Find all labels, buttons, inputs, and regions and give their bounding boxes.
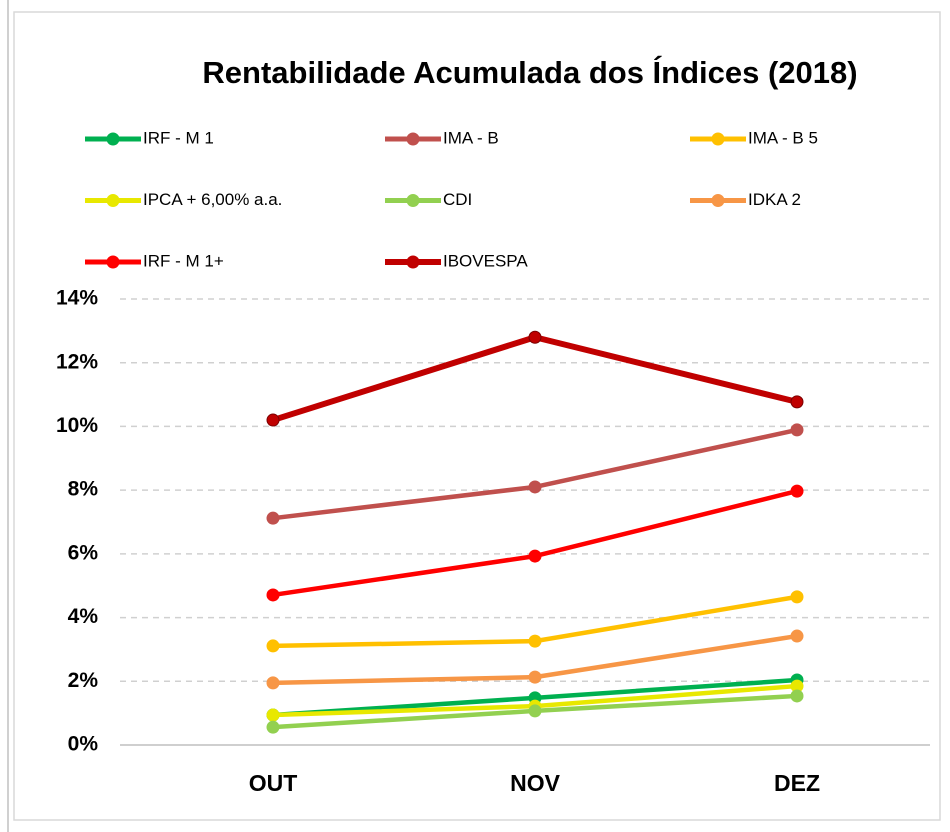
legend-marker (106, 194, 120, 207)
data-point (266, 588, 280, 602)
legend-marker (106, 132, 120, 146)
data-point (266, 639, 280, 653)
legend-marker (406, 132, 420, 146)
legend-marker (711, 194, 725, 207)
data-point (266, 708, 280, 722)
data-point (528, 634, 542, 648)
legend-label: IMA - B 5 (748, 128, 818, 147)
data-point (266, 720, 280, 734)
data-point (528, 549, 542, 563)
y-tick-label: 2% (68, 669, 99, 692)
y-tick-label: 6% (68, 541, 99, 564)
legend-marker (406, 255, 420, 269)
legend-label: IBOVESPA (443, 251, 528, 270)
data-point (266, 676, 280, 690)
chart-border (13, 11, 941, 821)
y-tick-label: 14% (56, 287, 98, 310)
data-point (790, 689, 804, 703)
y-tick-label: 8% (68, 478, 99, 501)
data-point (528, 480, 542, 494)
chart-title: Rentabilidade Acumulada dos Índices (201… (202, 55, 857, 90)
legend-label: IPCA + 6,00% a.a. (143, 190, 282, 209)
legend-label: CDI (443, 190, 472, 209)
data-point (790, 590, 804, 604)
data-point (790, 629, 804, 643)
legend-label: IRF - M 1 (143, 128, 214, 147)
legend-label: IDKA 2 (748, 190, 801, 209)
data-point (790, 395, 804, 409)
data-point (528, 330, 542, 344)
legend-marker (711, 132, 725, 146)
legend-marker (406, 194, 420, 207)
y-tick-label: 12% (56, 350, 98, 373)
legend-label: IRF - M 1+ (143, 251, 224, 270)
data-point (266, 511, 280, 525)
x-tick-label: NOV (510, 770, 561, 796)
x-tick-label: OUT (249, 770, 298, 796)
data-point (790, 423, 804, 437)
y-tick-label: 4% (68, 605, 99, 628)
data-point (528, 670, 542, 684)
y-tick-label: 0% (68, 733, 99, 756)
y-tick-label: 10% (56, 414, 98, 437)
x-tick-label: DEZ (774, 770, 820, 796)
data-point (790, 484, 804, 498)
data-point (266, 413, 280, 427)
legend-marker (106, 255, 120, 269)
legend-label: IMA - B (443, 128, 499, 147)
data-point (528, 704, 542, 718)
